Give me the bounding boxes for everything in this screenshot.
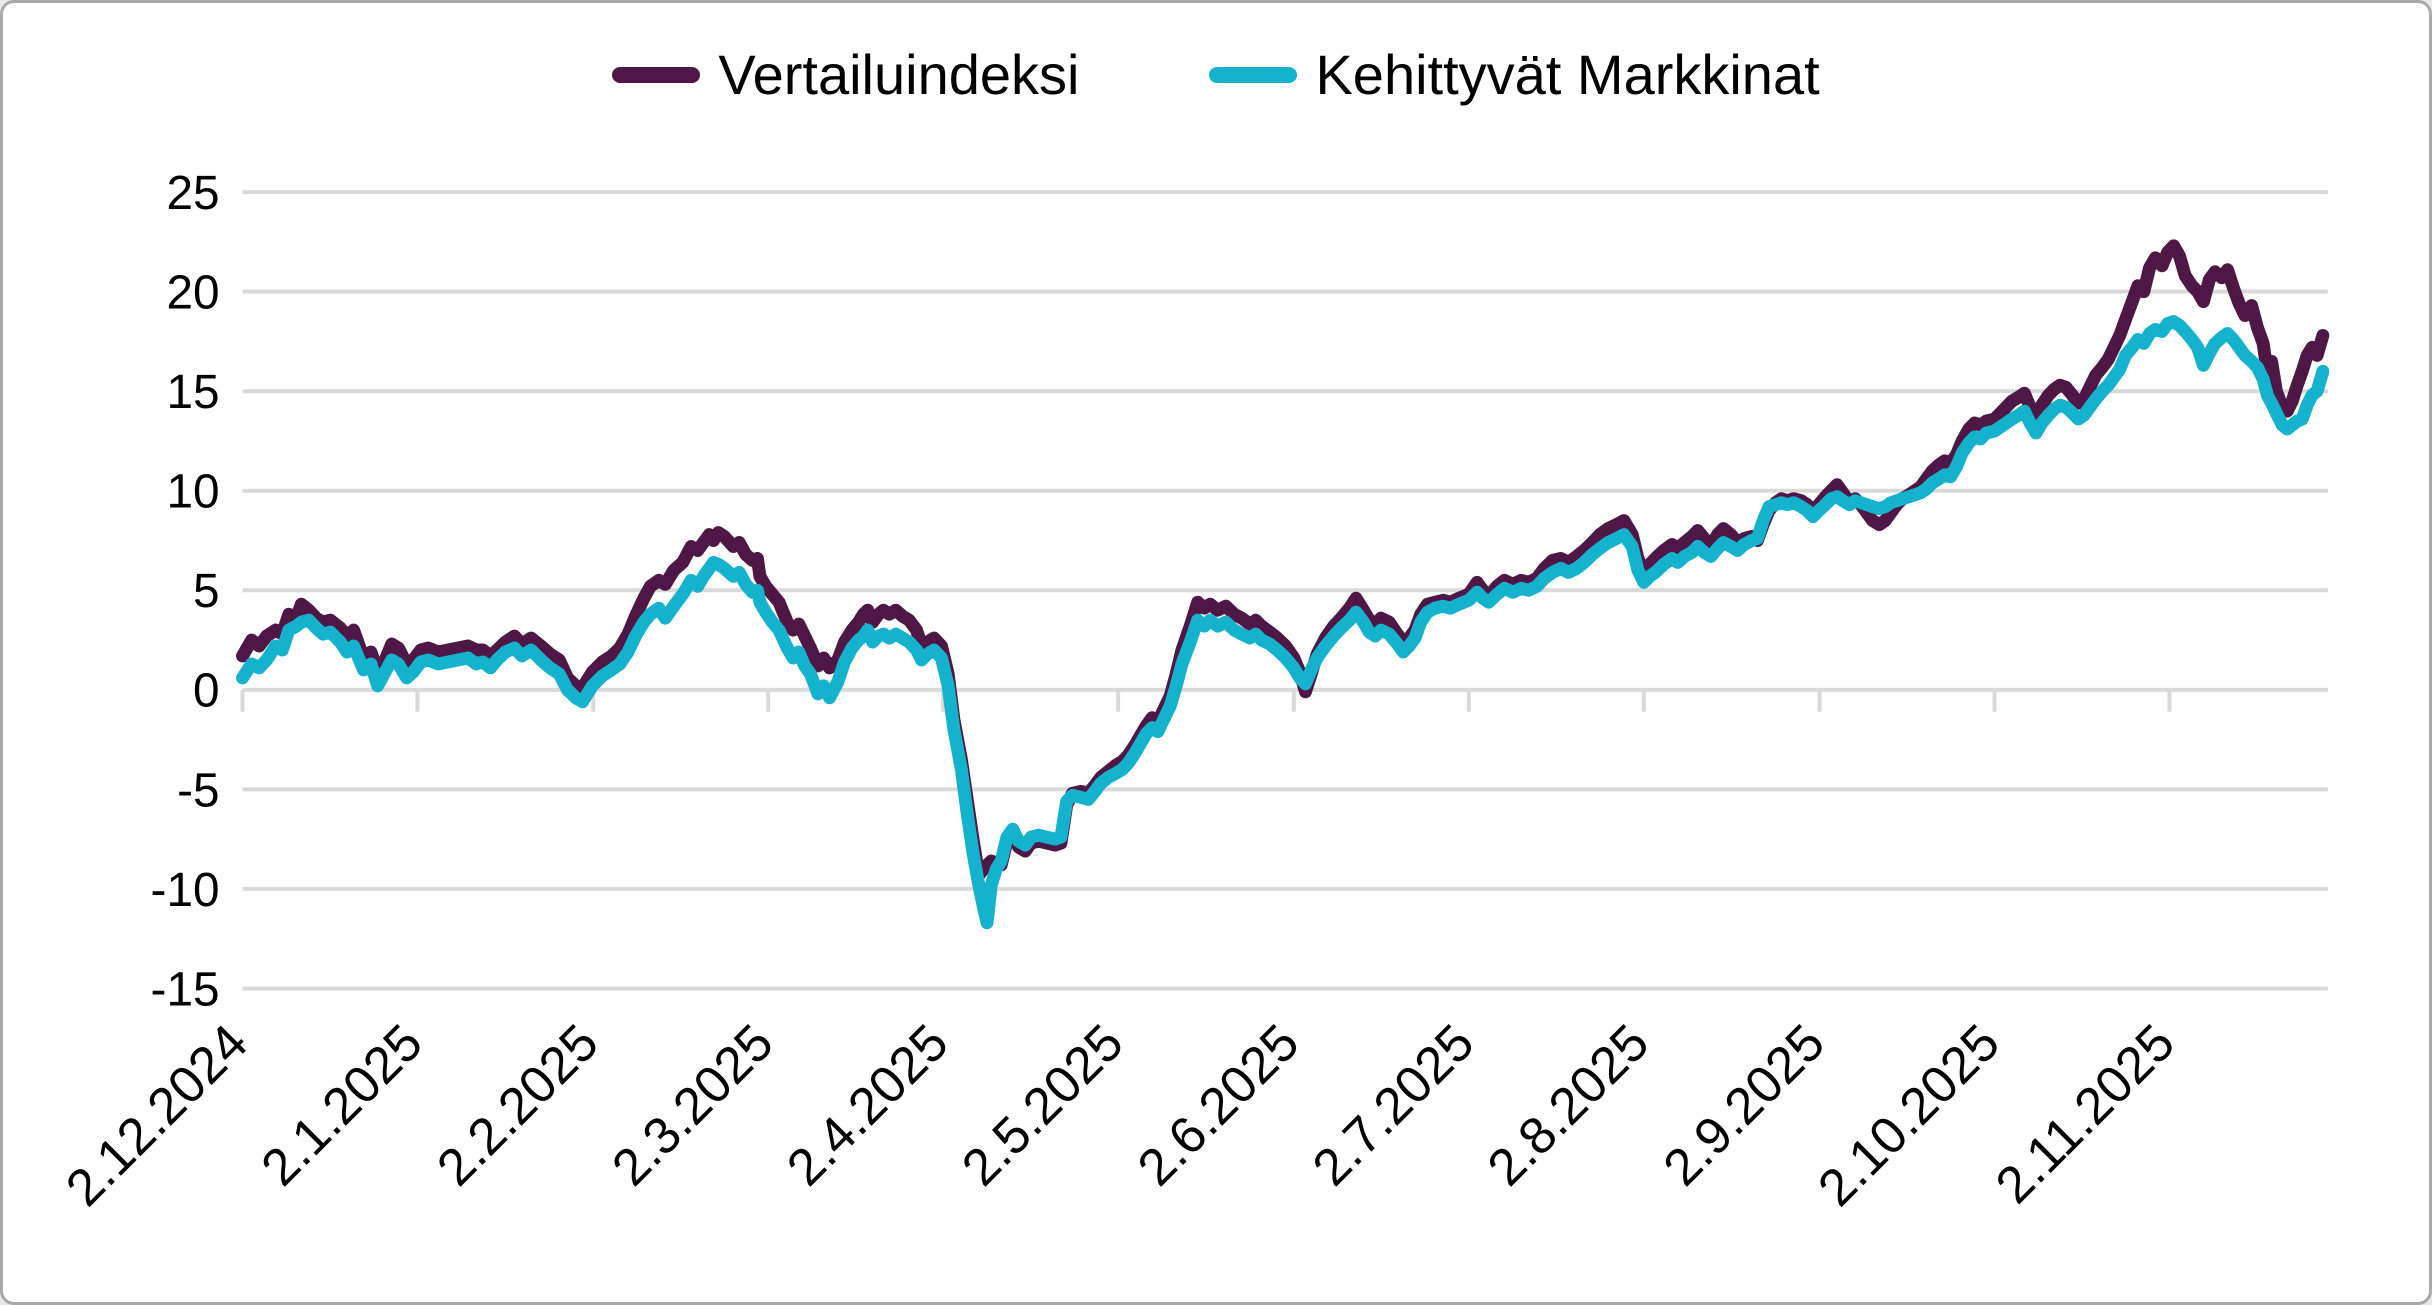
x-axis-label-2.11.2025: 2.11.2025 — [1984, 1013, 2185, 1214]
x-axis-label-2.3.2025: 2.3.2025 — [600, 1013, 783, 1196]
y-axis-label-5: 5 — [193, 565, 220, 618]
x-axis-label-2.9.2025: 2.9.2025 — [1652, 1013, 1835, 1196]
x-axis-label-2.10.2025: 2.10.2025 — [1806, 1013, 2010, 1217]
y-axis-label-20: 20 — [166, 267, 219, 320]
y-axis-label--5: -5 — [177, 764, 219, 817]
x-axis-label-2.1.2025: 2.1.2025 — [250, 1013, 433, 1196]
x-axis-label-2.12.2024: 2.12.2024 — [54, 1013, 258, 1217]
x-axis-ticks — [240, 689, 2172, 712]
gridlines — [242, 190, 2328, 991]
x-axis-label-2.7.2025: 2.7.2025 — [1301, 1013, 1484, 1196]
x-axis-labels: 2.12.20242.1.20252.2.20252.3.20252.4.202… — [54, 1013, 2185, 1217]
series-line-kehittyvat-markkinat — [236, 315, 2330, 930]
x-axis-label-2.8.2025: 2.8.2025 — [1476, 1013, 1659, 1196]
y-axis-labels: 25 20 15 10 5 0 -5 -10 -15 — [151, 167, 220, 1016]
y-axis-label-25: 25 — [166, 167, 219, 220]
y-axis-label-0: 0 — [193, 665, 220, 718]
series-line-vertailuindeksi — [236, 239, 2330, 882]
series-lines — [236, 239, 2330, 930]
x-axis-label-2.5.2025: 2.5.2025 — [950, 1013, 1133, 1196]
y-axis-label--10: -10 — [151, 864, 220, 917]
x-axis-label-2.2.2025: 2.2.2025 — [426, 1013, 609, 1196]
y-axis-label-10: 10 — [166, 466, 219, 519]
y-axis-label-15: 15 — [166, 366, 219, 419]
performance-line-chart: 25 20 15 10 5 0 -5 -10 -15 2.12.20242.1.20252.2.… — [54, 167, 2330, 1217]
y-axis-label--15: -15 — [151, 963, 220, 1016]
x-axis-label-2.4.2025: 2.4.2025 — [775, 1013, 958, 1196]
x-axis-label-2.6.2025: 2.6.2025 — [1126, 1013, 1309, 1196]
